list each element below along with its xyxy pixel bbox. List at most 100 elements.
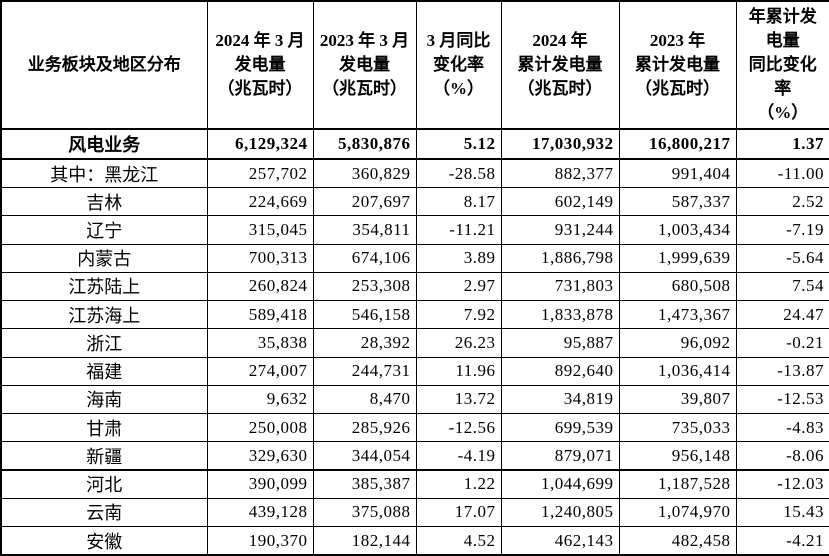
value-cell: 1,074,970	[618, 497, 737, 528]
value-cell: 16,800,217	[618, 127, 737, 161]
table-row: 海南 9,632 8,470 13.72 34,819 39,807 -12.53	[0, 384, 829, 415]
table-row: 河北 390,099 385,387 1.22 1,044,699 1,187,528 -1…	[0, 469, 829, 499]
value-cell: 439,128	[206, 497, 314, 528]
column-header-5: 2023 年 累计发电量 （兆瓦时）	[618, 0, 737, 130]
table-row: 其中：黑龙江 257,702 360,829 -28.58 882,377 991,404…	[0, 158, 829, 189]
value-cell: 1.22	[415, 469, 502, 499]
value-cell: 700,313	[206, 243, 314, 273]
value-cell: 2.97	[415, 271, 502, 302]
value-cell: 1,003,434	[618, 215, 737, 245]
value-cell: 260,824	[206, 271, 314, 302]
table-body: 风电业务 6,129,324 5,830,876 5.12 17,030,932 16,8…	[0, 127, 829, 556]
value-cell: 1,240,805	[500, 497, 620, 528]
value-cell: 1,044,699	[500, 469, 620, 499]
value-cell: 39,807	[618, 384, 737, 415]
value-cell: 892,640	[500, 356, 620, 386]
value-cell: -4.83	[735, 413, 829, 443]
value-cell: 375,088	[312, 497, 417, 528]
value-cell: 285,926	[312, 413, 417, 443]
value-cell: 257,702	[206, 158, 314, 189]
value-cell: 731,803	[500, 271, 620, 302]
value-cell: 15.43	[735, 497, 829, 528]
value-cell: 385,387	[312, 469, 417, 499]
row-label: 内蒙古	[0, 243, 208, 273]
value-cell: 8.17	[415, 187, 502, 217]
value-cell: 224,669	[206, 187, 314, 217]
value-cell: 587,337	[618, 187, 737, 217]
table-row: 江苏海上 589,418 546,158 7.92 1,833,878 1,473,367…	[0, 300, 829, 330]
value-cell: 879,071	[500, 441, 620, 472]
value-cell: 253,308	[312, 271, 417, 302]
value-cell: 674,106	[312, 243, 417, 273]
value-cell: -11.00	[735, 158, 829, 189]
value-cell: 956,148	[618, 441, 737, 472]
value-cell: 6,129,324	[206, 127, 314, 161]
value-cell: 5,830,876	[312, 127, 417, 161]
value-cell: 882,377	[500, 158, 620, 189]
value-cell: 1,886,798	[500, 243, 620, 273]
value-cell: 8,470	[312, 384, 417, 415]
row-label: 风电业务	[0, 127, 208, 161]
summary-row: 风电业务 6,129,324 5,830,876 5.12 17,030,932 16,8…	[0, 127, 829, 161]
value-cell: -12.03	[735, 469, 829, 499]
table-row: 安徽 190,370 182,144 4.52 462,143 482,458 -4.21	[0, 526, 829, 556]
value-cell: -0.21	[735, 328, 829, 358]
row-label: 河北	[0, 469, 208, 499]
value-cell: 13.72	[415, 384, 502, 415]
value-cell: 315,045	[206, 215, 314, 245]
value-cell: 1.37	[735, 127, 829, 161]
value-cell: 274,007	[206, 356, 314, 386]
column-header-4: 2024 年 累计发电量 （兆瓦时）	[500, 0, 620, 130]
column-header-2: 2023 年 3 月 发电量 （兆瓦时）	[312, 0, 417, 130]
value-cell: -13.87	[735, 356, 829, 386]
value-cell: 35,838	[206, 328, 314, 358]
column-header-3: 3 月同比 变化率 （%）	[415, 0, 502, 130]
value-cell: 390,099	[206, 469, 314, 499]
row-label: 云南	[0, 497, 208, 528]
row-label: 辽宁	[0, 215, 208, 245]
value-cell: 602,149	[500, 187, 620, 217]
table-row: 福建 274,007 244,731 11.96 892,640 1,036,414 -13…	[0, 356, 829, 386]
value-cell: -4.19	[415, 441, 502, 472]
value-cell: 7.54	[735, 271, 829, 302]
value-cell: 931,244	[500, 215, 620, 245]
row-label: 福建	[0, 356, 208, 386]
value-cell: 95,887	[500, 328, 620, 358]
value-cell: 11.96	[415, 356, 502, 386]
value-cell: -8.06	[735, 441, 829, 472]
value-cell: 28,392	[312, 328, 417, 358]
column-header-0: 业务板块及地区分布	[0, 0, 208, 130]
table-row: 吉林 224,669 207,697 8.17 602,149 587,337 2.52	[0, 187, 829, 217]
value-cell: 589,418	[206, 300, 314, 330]
value-cell: 34,819	[500, 384, 620, 415]
row-label: 江苏陆上	[0, 271, 208, 302]
value-cell: 17.07	[415, 497, 502, 528]
row-label: 浙江	[0, 328, 208, 358]
value-cell: 354,811	[312, 215, 417, 245]
table-row: 甘肃 250,008 285,926 -12.56 699,539 735,033 -4.8…	[0, 413, 829, 443]
value-cell: 680,508	[618, 271, 737, 302]
row-label: 其中：黑龙江	[0, 158, 208, 189]
value-cell: 7.92	[415, 300, 502, 330]
value-cell: -5.64	[735, 243, 829, 273]
value-cell: 2.52	[735, 187, 829, 217]
value-cell: 546,158	[312, 300, 417, 330]
table-row: 江苏陆上 260,824 253,308 2.97 731,803 680,508 7.54	[0, 271, 829, 302]
value-cell: 250,008	[206, 413, 314, 443]
value-cell: 1,473,367	[618, 300, 737, 330]
value-cell: 991,404	[618, 158, 737, 189]
value-cell: 735,033	[618, 413, 737, 443]
row-label: 新疆	[0, 441, 208, 472]
value-cell: 462,143	[500, 526, 620, 556]
value-cell: 699,539	[500, 413, 620, 443]
value-cell: 17,030,932	[500, 127, 620, 161]
value-cell: -4.21	[735, 526, 829, 556]
row-label: 江苏海上	[0, 300, 208, 330]
row-label: 吉林	[0, 187, 208, 217]
value-cell: 1,036,414	[618, 356, 737, 386]
value-cell: 1,833,878	[500, 300, 620, 330]
value-cell: 182,144	[312, 526, 417, 556]
row-label: 甘肃	[0, 413, 208, 443]
table-row: 新疆 329,630 344,054 -4.19 879,071 956,148 -8.06	[0, 441, 829, 472]
